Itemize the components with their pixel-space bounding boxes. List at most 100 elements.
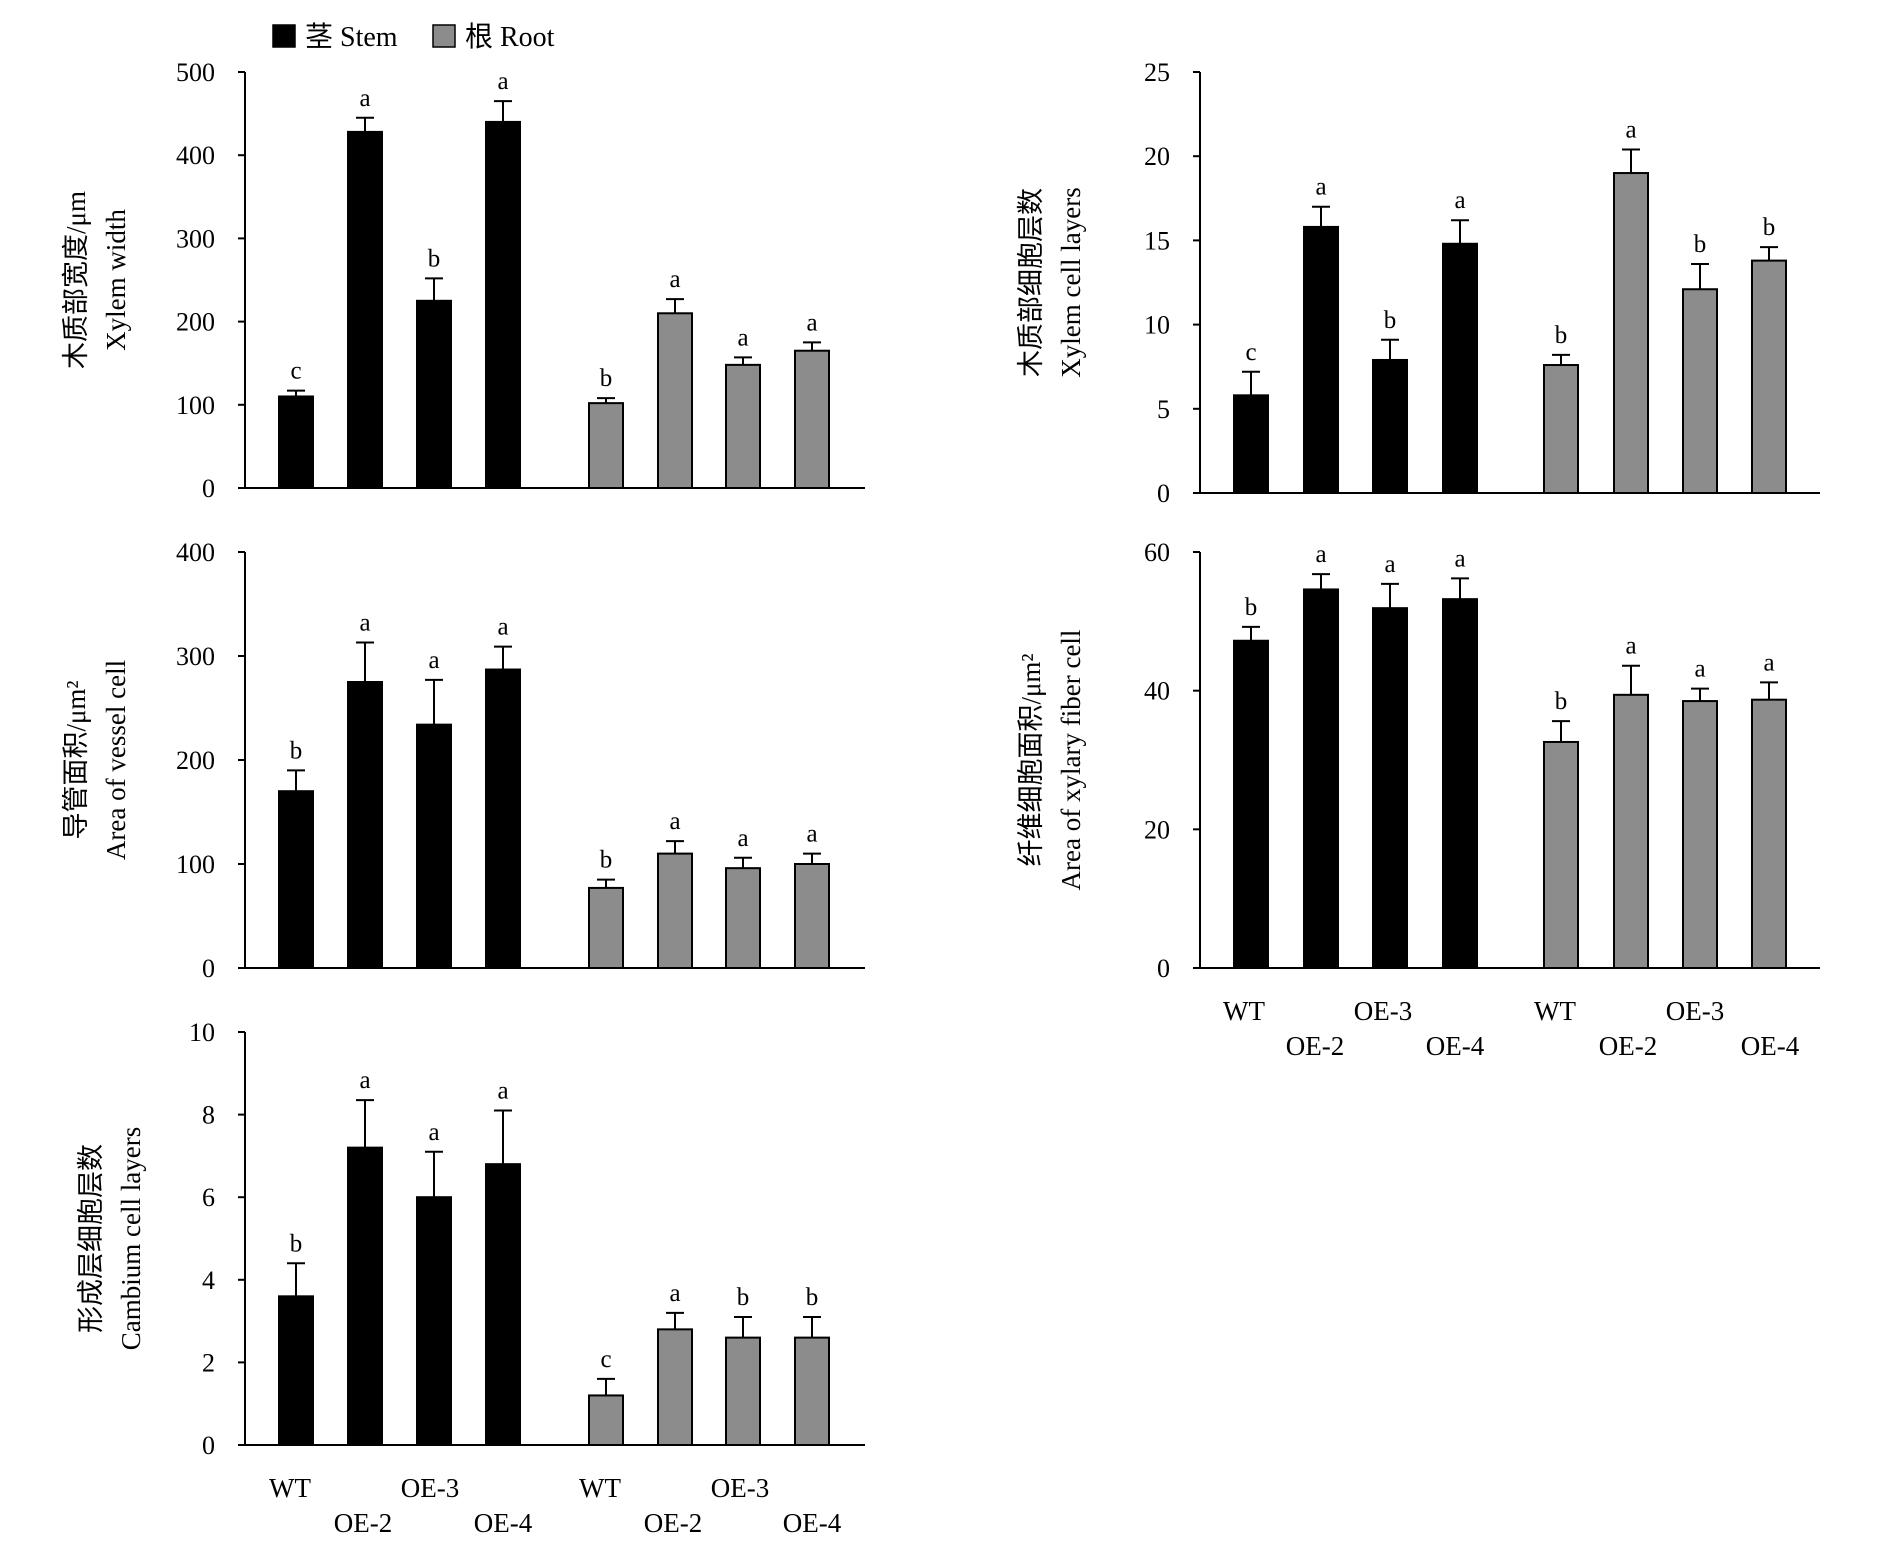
- significance-letter: a: [669, 266, 680, 293]
- root-bar: [588, 886, 624, 969]
- y-axis-label-cn: 导管面积/μm²: [61, 680, 91, 839]
- significance-letter: a: [806, 309, 817, 336]
- significance-letter: b: [600, 847, 613, 874]
- y-tick-label: 400: [176, 538, 215, 567]
- y-tick-label: 100: [176, 850, 215, 879]
- root-bar: [1682, 288, 1718, 494]
- root-bar: [1613, 172, 1649, 494]
- x-labels-left: WT OE-2 OE-3 OE-4 WT OE-2 OE-3 OE-4: [269, 1473, 842, 1538]
- x-label-root-wt: WT: [579, 1473, 621, 1503]
- significance-letter: a: [1625, 116, 1636, 143]
- stem-bar: [278, 395, 314, 490]
- significance-letter: a: [1625, 633, 1636, 660]
- significance-letter: b: [737, 1284, 750, 1311]
- y-tick-label: 25: [1144, 58, 1170, 87]
- stem-bar: [1303, 225, 1339, 494]
- x-label-root-wt: WT: [1534, 996, 1576, 1026]
- root-bar: [794, 349, 830, 489]
- stem-bar: [1442, 598, 1478, 969]
- y-tick-label: 300: [176, 224, 215, 253]
- x-labels-right: WT OE-2 OE-3 OE-4 WT OE-2 OE-3 OE-4: [1223, 996, 1800, 1061]
- chart-fiber-area: 0 20 40 60 纤维细胞面积/μm² Area of xylary fiber ce…: [1016, 538, 1820, 983]
- stem-bar: [1442, 242, 1478, 494]
- x-label-stem-oe2: OE-2: [334, 1508, 392, 1538]
- root-bar: [588, 402, 624, 489]
- significance-letter: a: [497, 614, 508, 641]
- root-bar: [725, 867, 761, 969]
- y-tick-label: 400: [176, 141, 215, 170]
- significance-letter: b: [428, 245, 441, 272]
- stem-bar: [1372, 607, 1408, 969]
- y-axis-label-cn: 木质部宽度/μm: [61, 191, 91, 369]
- y-tick-label: 300: [176, 642, 215, 671]
- significance-letter: a: [1454, 187, 1465, 214]
- root-bar: [725, 1336, 761, 1446]
- y-axis-label-cn: 木质部细胞层数: [1016, 188, 1046, 377]
- y-tick-label: 5: [1157, 395, 1170, 424]
- significance-letter: b: [1763, 214, 1776, 241]
- significance-letter: b: [1384, 307, 1397, 334]
- y-tick-label: 200: [176, 746, 215, 775]
- significance-letter: a: [1694, 656, 1705, 683]
- root-bar: [657, 1328, 693, 1446]
- root-bar: [657, 312, 693, 489]
- chart-vessel-area: 0 100 200 300 400 导管面积/μm² Area of vessel cell…: [61, 538, 865, 983]
- root-bar: [794, 1336, 830, 1446]
- significance-letter: a: [497, 68, 508, 95]
- x-label-stem-oe4: OE-4: [1426, 1031, 1485, 1061]
- significance-letter: a: [1454, 545, 1465, 572]
- stem-bar: [278, 1295, 314, 1446]
- chart-xylem-width: 0 100 200 300 400 500 木质部宽度/μm Xylem width c a b a b…: [61, 58, 865, 503]
- x-label-stem-oe3: OE-3: [1354, 996, 1412, 1026]
- significance-letter: a: [737, 324, 748, 351]
- significance-letter: c: [1245, 339, 1256, 366]
- significance-letter: a: [1763, 649, 1774, 676]
- y-tick-label: 15: [1144, 226, 1170, 255]
- y-tick-label: 10: [1144, 311, 1170, 340]
- significance-letter: b: [600, 365, 613, 392]
- x-label-stem-oe2: OE-2: [1286, 1031, 1344, 1061]
- stem-bar: [485, 668, 521, 970]
- y-tick-label: 0: [202, 474, 215, 503]
- significance-letter: c: [600, 1346, 611, 1373]
- x-label-stem-oe4: OE-4: [474, 1508, 533, 1538]
- legend-stem-swatch: [272, 24, 296, 48]
- root-bar: [794, 863, 830, 969]
- significance-letter: a: [359, 85, 370, 112]
- y-axis-label-en: Area of xylary fiber cell: [1056, 630, 1086, 891]
- significance-letter: b: [806, 1284, 819, 1311]
- stem-bar: [485, 120, 521, 489]
- y-tick-label: 0: [1157, 479, 1170, 508]
- y-tick-label: 0: [202, 954, 215, 983]
- x-label-root-oe3: OE-3: [1666, 996, 1724, 1026]
- stem-bar: [1233, 394, 1269, 494]
- root-bar: [588, 1394, 624, 1446]
- significance-letter: b: [1555, 322, 1568, 349]
- root-bar: [725, 363, 761, 490]
- y-tick-label: 20: [1144, 815, 1170, 844]
- root-bar: [1543, 740, 1579, 969]
- legend-root-swatch: [432, 24, 456, 48]
- root-bar: [1613, 693, 1649, 969]
- stem-bar: [1233, 639, 1269, 969]
- stem-bar: [347, 1146, 383, 1446]
- y-tick-label: 200: [176, 308, 215, 337]
- y-axis-label-en: Cambium cell layers: [116, 1127, 146, 1350]
- x-label-root-oe2: OE-2: [644, 1508, 702, 1538]
- root-bar: [1543, 364, 1579, 494]
- significance-letter: a: [497, 1077, 508, 1104]
- stem-bar: [485, 1163, 521, 1447]
- significance-letter: a: [1315, 174, 1326, 201]
- stem-bar: [416, 723, 452, 970]
- y-tick-label: 4: [202, 1266, 215, 1295]
- significance-letter: b: [1694, 231, 1707, 258]
- y-tick-label: 8: [202, 1101, 215, 1130]
- y-tick-label: 100: [176, 391, 215, 420]
- significance-letter: a: [1384, 551, 1395, 578]
- significance-letter: b: [1245, 594, 1258, 621]
- significance-letter: a: [428, 1119, 439, 1146]
- significance-letter: b: [290, 1230, 303, 1257]
- x-label-root-oe2: OE-2: [1599, 1031, 1657, 1061]
- stem-bar: [347, 681, 383, 969]
